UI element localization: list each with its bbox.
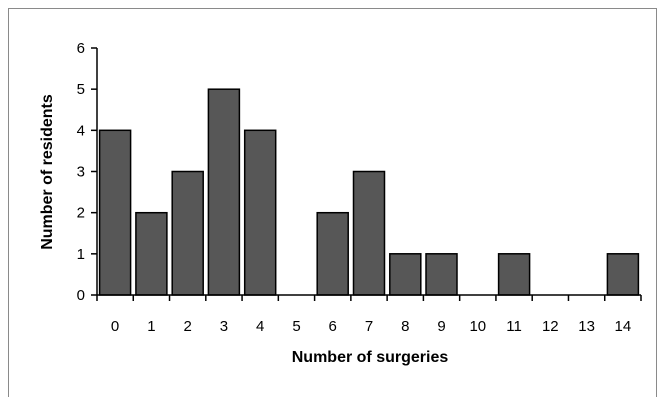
x-tick-label: 5 <box>292 318 300 335</box>
x-tick-label: 0 <box>111 318 119 335</box>
bar-1 <box>135 211 168 296</box>
x-tick-label: 7 <box>365 318 373 335</box>
y-tick-label: 4 <box>77 122 85 139</box>
y-tick-label: 2 <box>77 205 85 222</box>
bar-0 <box>98 129 132 296</box>
x-tick-label: 11 <box>506 318 522 335</box>
x-tick-label: 8 <box>401 318 409 335</box>
y-tick-label: 5 <box>77 81 85 98</box>
bar-7 <box>352 170 386 296</box>
y-tick-label: 6 <box>77 40 85 57</box>
y-tick-label: 3 <box>77 164 85 181</box>
bar-8 <box>389 253 422 296</box>
x-tick-label: 6 <box>329 318 337 335</box>
bar-14 <box>606 253 640 296</box>
x-tick-label: 14 <box>615 318 632 335</box>
x-tick-label: 13 <box>578 318 595 335</box>
x-tick-label: 12 <box>542 318 559 335</box>
x-tick-label: 2 <box>184 318 192 335</box>
bar-3 <box>207 88 241 296</box>
x-tick-label: 4 <box>256 318 264 335</box>
x-tick-label: 1 <box>147 318 155 335</box>
x-tick-label: 3 <box>220 318 228 335</box>
x-tick-label: 9 <box>437 318 445 335</box>
y-tick-label: 0 <box>77 287 85 304</box>
y-axis-title: Number of residents <box>39 94 56 250</box>
bar-11 <box>497 253 531 296</box>
y-ticks-group: 0 1 2 3 4 5 6 <box>77 40 97 304</box>
x-ticks-group: 0 1 2 3 4 5 6 7 8 9 10 11 12 13 14 <box>96 295 642 335</box>
x-axis-title: Number of surgeries <box>292 349 449 366</box>
bar-9 <box>425 253 458 296</box>
bar-6 <box>316 211 349 296</box>
bar-2 <box>171 170 204 296</box>
x-tick-label: 10 <box>469 318 486 335</box>
bars-group <box>98 88 640 296</box>
y-tick-label: 1 <box>77 246 85 263</box>
bar-4 <box>243 129 277 296</box>
